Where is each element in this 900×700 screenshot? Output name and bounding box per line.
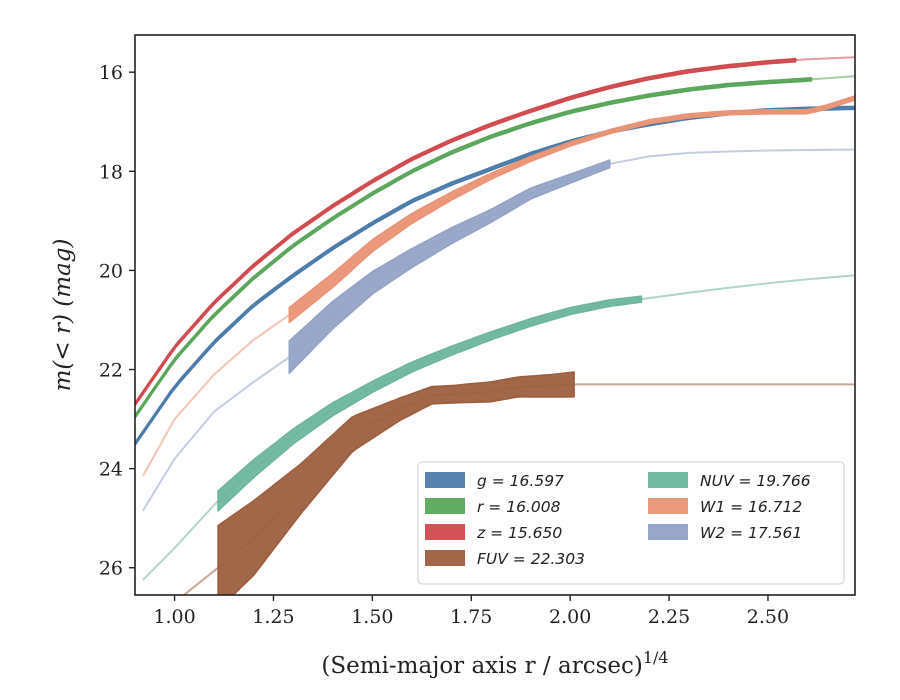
legend-entry: g = 16.597 xyxy=(425,472,564,490)
series-r-band xyxy=(135,77,813,419)
series-nuv xyxy=(142,274,855,581)
x-tick-label: 1.50 xyxy=(351,606,393,628)
y-axis-label: m(< r) (mag) xyxy=(50,239,76,392)
series-layer xyxy=(135,56,855,595)
legend: g = 16.597 r = 16.008 z = 15.650 FUV = 22.3… xyxy=(417,461,845,585)
series-w2 xyxy=(142,148,855,512)
legend-box xyxy=(417,461,845,585)
x-tick-label: 1.25 xyxy=(252,606,294,628)
legend-label: W2 = 17.561 xyxy=(700,524,802,542)
y-tick-label: 22 xyxy=(99,360,123,382)
series-fuv xyxy=(182,371,855,595)
legend-label: r = 16.008 xyxy=(477,498,561,516)
y-tick-label: 16 xyxy=(99,62,123,84)
legend-swatch xyxy=(648,472,688,488)
x-tick-label: 1.00 xyxy=(153,606,195,628)
y-tick-label: 18 xyxy=(99,161,123,183)
x-tick-label: 2.00 xyxy=(549,606,591,628)
legend-entry: FUV = 22.303 xyxy=(425,550,585,568)
legend-swatch xyxy=(425,524,465,540)
series-w1 xyxy=(142,95,855,477)
legend-label: z = 15.650 xyxy=(476,524,562,542)
legend-swatch xyxy=(648,524,688,540)
legend-entry: z = 15.650 xyxy=(425,524,562,542)
tick-layer: 1.00 1.25 1.50 1.75 2.00 2.25 2.50 16 18 20 22 24 26 xyxy=(99,62,789,628)
legend-entry: NUV = 19.766 xyxy=(648,472,811,490)
series-z-curve xyxy=(135,56,855,405)
series-w2-band xyxy=(288,159,611,375)
legend-entries: g = 16.597 r = 16.008 z = 15.650 FUV = 22.3… xyxy=(425,472,811,568)
series-fuv-band xyxy=(217,371,575,595)
series-g-band xyxy=(135,105,855,447)
legend-swatch xyxy=(425,498,465,514)
series-w1-curve xyxy=(142,96,855,477)
legend-entry: r = 16.008 xyxy=(425,498,561,516)
y-tick-label: 24 xyxy=(99,459,123,481)
series-r-curve xyxy=(135,75,855,418)
y-tick-label: 20 xyxy=(99,260,123,282)
legend-entry: W2 = 17.561 xyxy=(648,524,802,542)
series-z xyxy=(135,56,855,407)
legend-label: W1 = 16.712 xyxy=(700,498,802,516)
legend-label: g = 16.597 xyxy=(477,472,564,490)
x-axis-label-superscript: 1/4 xyxy=(643,648,669,667)
x-axis-label: (Semi-major axis r / arcsec)1/4 xyxy=(321,648,668,679)
x-tick-label: 2.50 xyxy=(747,606,789,628)
legend-swatch xyxy=(425,472,465,488)
y-tick-label: 26 xyxy=(99,558,123,580)
series-nuv-band xyxy=(217,295,643,512)
x-tick-label: 1.75 xyxy=(450,606,492,628)
plot-frame xyxy=(134,34,856,596)
x-axis-label-text: (Semi-major axis r / arcsec) xyxy=(321,653,642,679)
series-w1-band xyxy=(288,95,855,324)
series-r xyxy=(135,75,855,419)
legend-label: FUV = 22.303 xyxy=(477,550,585,568)
legend-swatch xyxy=(425,550,465,566)
legend-entry: W1 = 16.712 xyxy=(648,498,802,516)
legend-swatch xyxy=(648,498,688,514)
x-tick-label: 2.25 xyxy=(648,606,690,628)
series-z-band xyxy=(135,57,797,407)
legend-label: NUV = 19.766 xyxy=(700,472,811,490)
